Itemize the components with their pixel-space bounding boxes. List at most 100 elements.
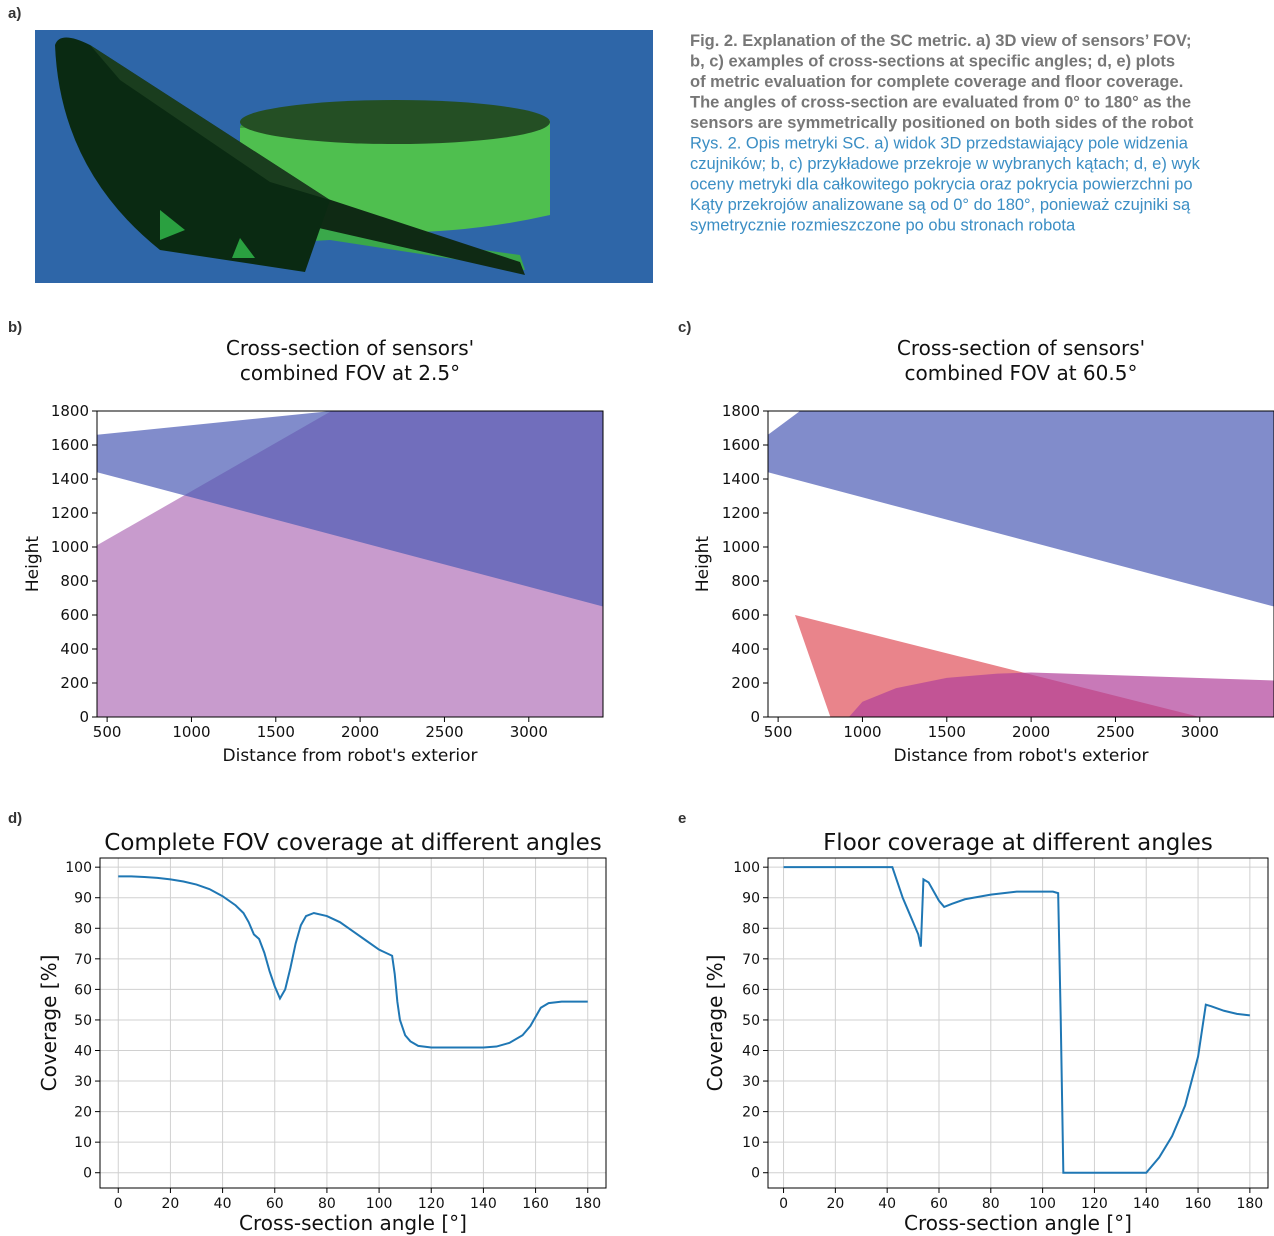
y-tick-label: 60 [74, 982, 92, 998]
y-tick-label: 80 [742, 921, 760, 937]
y-tick-label: 0 [751, 1166, 760, 1182]
chart-title: Cross-section of sensors' [897, 336, 1145, 360]
x-tick-label: 180 [1236, 1196, 1263, 1212]
y-tick-label: 50 [742, 1013, 760, 1029]
y-tick-label: 1800 [51, 402, 89, 420]
y-tick-label: 60 [742, 982, 760, 998]
x-tick-label: 180 [574, 1196, 601, 1212]
x-tick-label: 1500 [257, 723, 295, 741]
caption-line: Rys. 2. Opis metryki SC. a) widok 3D prz… [690, 135, 1189, 153]
y-tick-label: 1200 [51, 504, 89, 522]
area [97, 411, 603, 607]
x-tick-label: 100 [366, 1196, 393, 1212]
y-tick-label: 0 [79, 708, 89, 726]
x-tick-label: 500 [93, 723, 122, 741]
axes-frame [96, 410, 604, 718]
y-axis-label: Height [693, 536, 713, 593]
y-tick-label: 0 [750, 708, 760, 726]
caption-line: symetrycznie rozmieszczone po obu strona… [690, 217, 1076, 235]
chart-title: combined FOV at 2.5° [240, 361, 460, 385]
x-tick-label: 3000 [510, 723, 548, 741]
x-tick-label: 80 [318, 1196, 336, 1212]
y-tick-label: 80 [74, 921, 92, 937]
y-tick-label: 1600 [51, 436, 89, 454]
chart-title: Cross-section of sensors' [226, 336, 474, 360]
caption-line: Kąty przekrojów analizowane są od 0° do … [690, 196, 1191, 214]
y-tick-label: 600 [731, 606, 760, 624]
x-tick-label: 120 [1081, 1196, 1108, 1212]
x-tick-label: 120 [418, 1196, 445, 1212]
x-tick-label: 2000 [1012, 723, 1050, 741]
y-tick-label: 1600 [722, 436, 760, 454]
chart: Complete FOV coverage at different angle… [37, 830, 607, 1235]
chart-title: Complete FOV coverage at different angle… [104, 830, 601, 856]
x-axis-label: Distance from robot's exterior [894, 746, 1149, 766]
y-tick-label: 30 [74, 1074, 92, 1090]
area [768, 411, 1274, 607]
x-tick-label: 20 [162, 1196, 180, 1212]
x-tick-label: 100 [1029, 1196, 1056, 1212]
y-tick-label: 90 [742, 891, 760, 907]
y-tick-label: 90 [74, 891, 92, 907]
panel-label: b) [8, 319, 22, 336]
x-tick-label: 0 [114, 1196, 123, 1212]
y-tick-label: 20 [742, 1105, 760, 1121]
x-tick-label: 140 [1133, 1196, 1160, 1212]
y-axis-label: Coverage [%] [703, 955, 727, 1092]
y-tick-label: 1800 [722, 402, 760, 420]
y-tick-label: 70 [742, 952, 760, 968]
y-tick-label: 1000 [51, 538, 89, 556]
y-tick-label: 30 [742, 1074, 760, 1090]
y-axis-label: Height [23, 536, 43, 593]
panel-label: c) [678, 319, 691, 336]
y-tick-label: 400 [60, 640, 89, 658]
y-tick-label: 1400 [51, 470, 89, 488]
x-tick-label: 140 [470, 1196, 497, 1212]
caption-line: oceny metryki dla całkowitego pokrycia o… [690, 176, 1193, 194]
y-axis-label: Coverage [%] [37, 955, 61, 1092]
x-tick-label: 1000 [843, 723, 881, 741]
axes-frame [99, 857, 607, 1189]
x-tick-label: 60 [266, 1196, 284, 1212]
chart-title: combined FOV at 60.5° [905, 361, 1138, 385]
y-tick-label: 400 [731, 640, 760, 658]
chart: Cross-section of sensors'combined FOV at… [693, 336, 1274, 766]
x-tick-label: 2500 [425, 723, 463, 741]
y-tick-label: 40 [742, 1044, 760, 1060]
y-tick-label: 70 [74, 952, 92, 968]
y-tick-label: 10 [742, 1135, 760, 1151]
y-tick-label: 40 [74, 1044, 92, 1060]
x-tick-label: 40 [214, 1196, 232, 1212]
axes-frame [767, 410, 1274, 718]
area [848, 672, 1274, 717]
chart-title: Floor coverage at different angles [823, 830, 1213, 856]
y-tick-label: 800 [731, 572, 760, 590]
caption-line: czujników; b, c) przykładowe przekroje w… [690, 155, 1201, 173]
x-tick-label: 160 [522, 1196, 549, 1212]
render-3d [35, 30, 653, 283]
x-tick-label: 0 [779, 1196, 788, 1212]
x-tick-label: 80 [982, 1196, 1000, 1212]
caption-line: The angles of cross-section are evaluate… [690, 94, 1191, 112]
y-tick-label: 200 [731, 674, 760, 692]
x-tick-label: 3000 [1181, 723, 1219, 741]
line [118, 875, 588, 1049]
y-tick-label: 20 [74, 1105, 92, 1121]
y-tick-label: 800 [60, 572, 89, 590]
y-tick-label: 1200 [722, 504, 760, 522]
y-tick-label: 100 [733, 860, 760, 876]
x-axis-label: Cross-section angle [°] [239, 1211, 467, 1235]
y-tick-label: 0 [83, 1166, 92, 1182]
x-tick-label: 2500 [1096, 723, 1134, 741]
y-tick-label: 200 [60, 674, 89, 692]
chart: Floor coverage at different angles 0 20 40 6… [703, 830, 1269, 1235]
caption-line: of metric evaluation for complete covera… [690, 73, 1183, 91]
y-tick-label: 1400 [722, 470, 760, 488]
x-tick-label: 1000 [172, 723, 210, 741]
y-tick-label: 50 [74, 1013, 92, 1029]
caption-line: Fig. 2. Explanation of the SC metric. a)… [690, 32, 1192, 50]
x-tick-label: 60 [930, 1196, 948, 1212]
chart: Cross-section of sensors'combined FOV at… [23, 336, 604, 766]
x-tick-label: 2000 [341, 723, 379, 741]
